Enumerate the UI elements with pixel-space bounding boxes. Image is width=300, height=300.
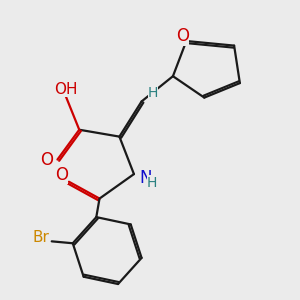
Text: H: H bbox=[147, 176, 158, 190]
Text: Br: Br bbox=[33, 230, 50, 245]
Text: N: N bbox=[140, 169, 152, 187]
Text: H: H bbox=[148, 86, 158, 100]
Text: O: O bbox=[55, 166, 68, 184]
Text: O: O bbox=[40, 151, 53, 169]
Text: OH: OH bbox=[54, 82, 78, 97]
Text: O: O bbox=[176, 27, 189, 45]
